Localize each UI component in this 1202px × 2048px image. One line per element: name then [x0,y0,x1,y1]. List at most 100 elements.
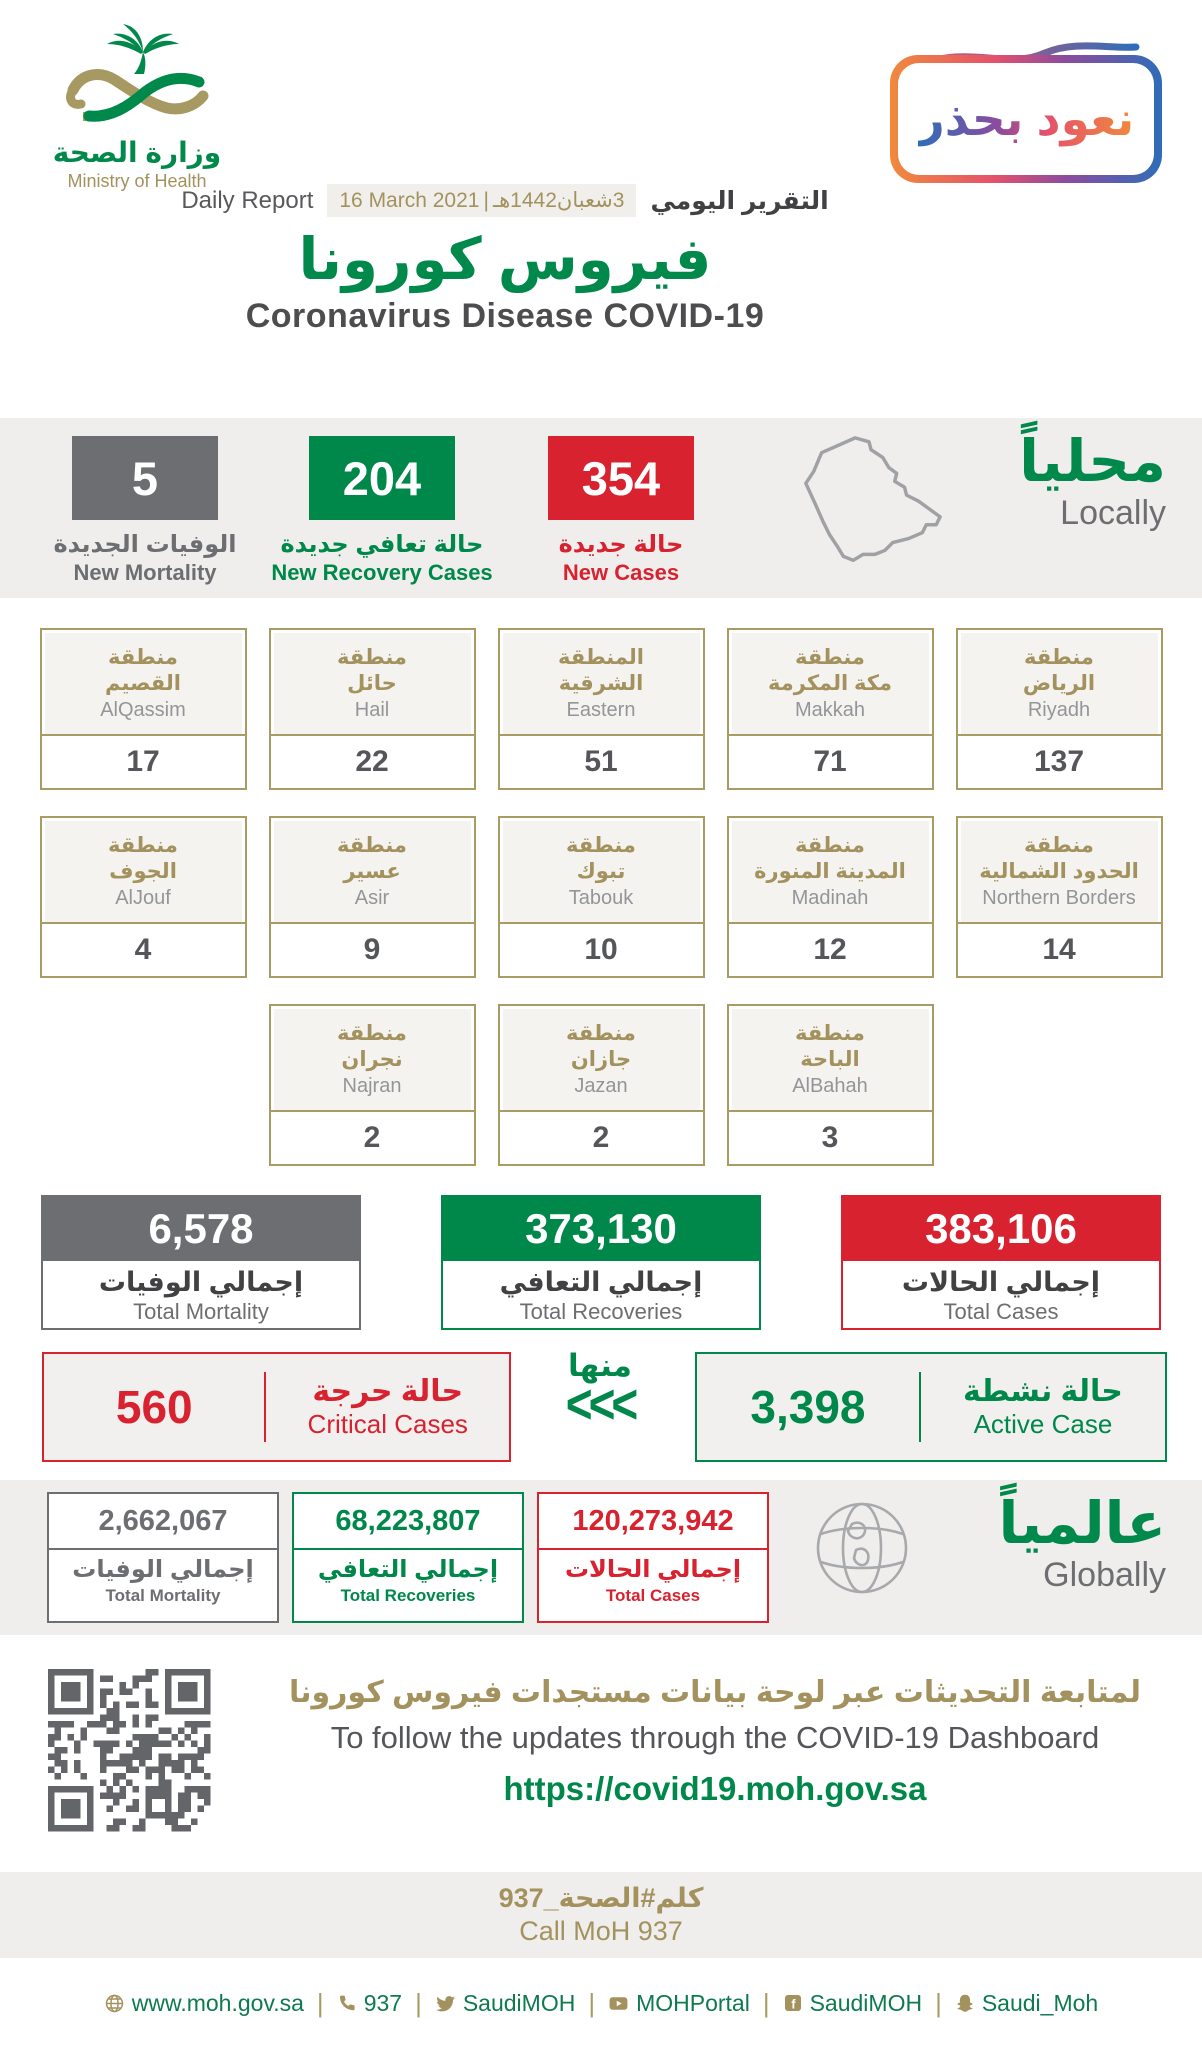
region-name-arabic: منطقة [337,1021,407,1045]
dashboard-url-link[interactable]: https://covid19.moh.gov.sa [503,1770,927,1807]
report-date-separator: | [483,188,489,212]
snapchat-icon [957,1994,973,2012]
global-recoveries-label-arabic: إجمالي التعافي [317,1556,499,1583]
twitter-link[interactable]: SaudiMOH [435,1990,575,2017]
call-moh-section: كلم#الصحة_937 Call MoH 937 [0,1872,1202,1958]
global-recoveries-box: 68,223,807 إجمالي التعافي Total Recoveri… [292,1492,524,1623]
critical-cases-value: 560 [115,1381,193,1433]
new-recoveries-stat: 204 حالة تعافي جديدة New Recovery Cases [262,436,502,586]
badge-text: نعود بحذر [917,92,1135,145]
page-title-arabic: فيروس كورونا [298,227,712,292]
twitter-icon [436,1995,455,2011]
youtube-link[interactable]: MOHPortal [608,1990,750,2017]
separator: | [316,1987,324,2018]
region-name-english: Riyadh [1027,699,1091,722]
region-name-english: Asir [354,887,390,910]
global-mortality-value: 2,662,067 [98,1504,228,1537]
region-name-arabic: المنطقة [557,645,645,669]
page-title-english: Coronavirus Disease COVID-19 [245,297,765,335]
region-name-arabic: منطقة [1024,645,1094,669]
region-row-3: منطقة نجران Najran 2 منطقة جازان Jazan 2 منط… [0,1004,1202,1166]
new-mortality-stat: 5 الوفيات الجديدة New Mortality [25,436,265,586]
regions-section: منطقة القصيم AlQassim 17 منطقة حائل Hail 22 … [0,598,1202,1185]
globally-heading-english: Globally [1043,1555,1166,1594]
new-cases-value: 354 [548,436,694,520]
locally-heading: محلياً Locally [1019,430,1166,533]
locally-heading-arabic: محلياً [1019,429,1166,494]
separator: | [762,1987,770,2018]
daily-report-label: Daily Report [181,186,314,214]
region-name-arabic: منطقة [108,645,178,669]
new-mortality-label-english: New Mortality [73,560,217,585]
total-mortality-value: 6,578 [43,1197,359,1261]
critical-cases-box: 560 حالة حرجة Critical Cases [42,1352,511,1462]
region-card-madinah: منطقة المدينة المنورة Madinah 12 [726,816,934,978]
badge-inner: نعود بحذر [898,63,1154,175]
region-name-english: Tabouk [568,887,634,910]
region-card-northern-borders: منطقة الحدود الشمالية Northern Borders 14 [955,816,1163,978]
active-cases-label-arabic: حالة نشطة [963,1375,1123,1408]
global-cases-label-english: Total Cases [605,1586,701,1605]
separator: | [415,1987,422,2018]
total-cases-label-english: Total Cases [943,1299,1059,1324]
snapchat-link[interactable]: Saudi_Moh [955,1990,1098,2017]
active-cases-label-english: Active Case [973,1409,1113,1439]
region-card-alqassim: منطقة القصيم AlQassim 17 [39,628,247,790]
region-name-english: Jazan [574,1075,628,1098]
region-name-arabic: منطقة [337,833,407,857]
region-name-english: Najran [342,1075,402,1098]
dashboard-text: لمتابعة التحديثات عبر لوحة بيانات مستجدا… [245,1675,1185,1808]
new-cases-label-english: New Cases [562,560,680,585]
new-recoveries-value: 204 [309,436,455,520]
global-cases-box: 120,273,942 إجمالي الحالات Total Cases [537,1492,769,1623]
region-name-arabic: منطقة [795,1021,865,1045]
report-date-gregorian: 16 March 2021 [339,188,480,212]
region-case-count: 14 [957,922,1161,976]
website-link[interactable]: www.moh.gov.sa [104,1990,304,2017]
moh-logo-english: Ministry of Health [67,171,207,191]
facebook-link[interactable]: f SaudiMOH [783,1990,922,2017]
total-recoveries-value: 373,130 [443,1197,759,1261]
total-cases-label-arabic: إجمالي الحالات [901,1267,1101,1297]
report-row: Daily Report 16 March 2021 | 3شعبان1442ه… [181,184,829,217]
active-divider [918,1372,921,1442]
region-name-arabic: منطقة [566,1021,636,1045]
qr-code [48,1669,211,1832]
region-case-count: 2 [270,1110,474,1164]
region-card-tabouk: منطقة تبوك Tabouk 10 [497,816,705,978]
globe-icon [816,1502,908,1594]
dashboard-note-arabic: لمتابعة التحديثات عبر لوحة بيانات مستجدا… [288,1676,1142,1709]
total-mortality-box: 6,578 إجمالي الوفيات Total Mortality [41,1195,361,1330]
region-card-najran: منطقة نجران Najran 2 [268,1004,476,1166]
total-cases-box: 383,106 إجمالي الحالات Total Cases [841,1195,1161,1330]
locally-section: 5 الوفيات الجديدة New Mortality 204 حالة… [0,418,1202,598]
of-which-label: منها [568,1348,632,1383]
phone-link[interactable]: 937 [337,1990,402,2017]
total-recoveries-label-arabic: إجمالي التعافي [499,1267,703,1297]
region-case-count: 3 [728,1110,932,1164]
global-mortality-label-arabic: إجمالي الوفيات [72,1556,254,1583]
phone-icon [339,1995,355,2011]
daily-report-label-arabic: التقرير اليومي [650,186,829,215]
region-name-arabic: منطقة [795,645,865,669]
critical-divider [264,1372,267,1442]
region-name-english: Northern Borders [982,887,1136,910]
active-cases-value: 3,398 [750,1381,866,1433]
new-recoveries-label-english: New Recovery Cases [271,560,493,585]
badge-frame: نعود بحذر [890,55,1162,183]
total-mortality-label-english: Total Mortality [133,1299,269,1324]
moh-logo-arabic: وزارة الصحة [52,137,222,168]
globally-heading: عالمياً Globally [998,1492,1166,1595]
region-case-count: 4 [41,922,245,976]
region-card-hail: منطقة حائل Hail 22 [268,628,476,790]
region-card-albahah: منطقة الباحة AlBahah 3 [726,1004,934,1166]
region-card-jazan: منطقة جازان Jazan 2 [497,1004,705,1166]
region-case-count: 71 [728,734,932,788]
region-row-2: منطقة الجوف AlJouf 4 منطقة عسير Asir 9 منطقة… [0,816,1202,978]
region-case-count: 10 [499,922,703,976]
social-links-row: www.moh.gov.sa | 937 | SaudiMOH | [104,1988,1098,2019]
report-date-hijri: 3شعبان1442هـ [492,189,625,212]
critical-active-section: 560 حالة حرجة Critical Cases منها <<< 3,… [0,1340,1202,1480]
critical-cases-label-arabic: حالة حرجة [312,1375,464,1408]
